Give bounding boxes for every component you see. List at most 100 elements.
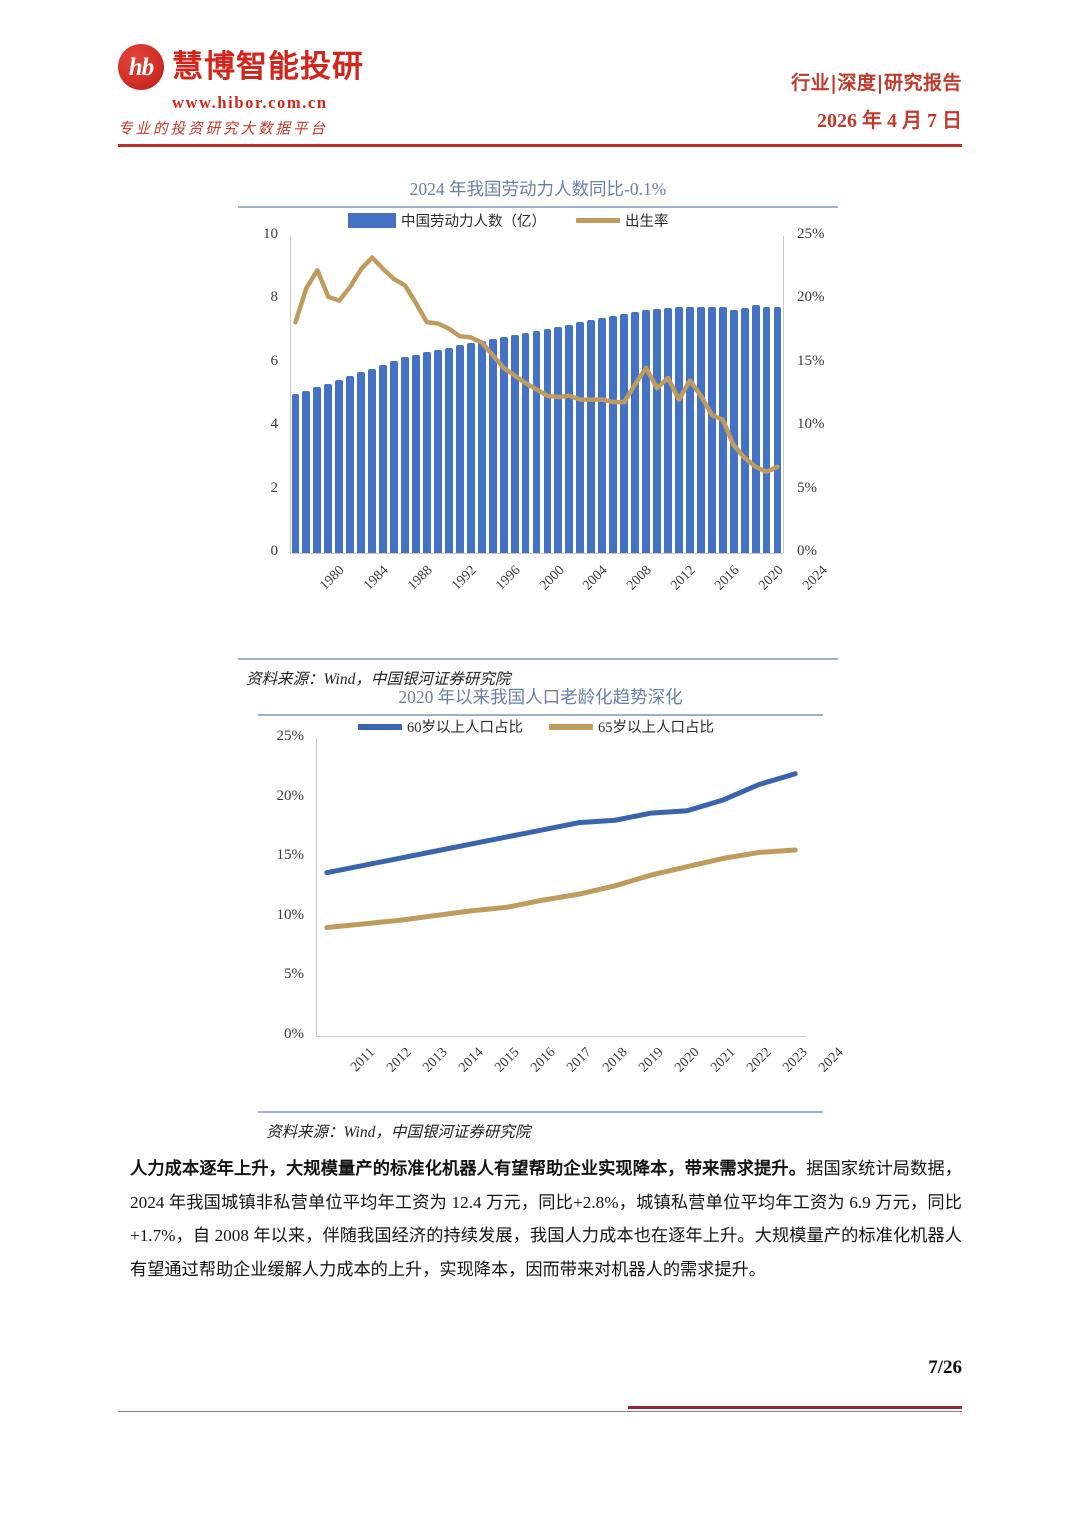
chart2-y-axis-line: [316, 738, 317, 1036]
legend-swatch-bar-icon: [348, 213, 396, 228]
bar-item: [390, 361, 398, 553]
body-paragraph: 人力成本逐年上升，大规模量产的标准化机器人有望帮助企业实现降本，带来需求提升。据…: [130, 1152, 962, 1286]
bar-item: [499, 336, 508, 553]
bar-item: [674, 307, 683, 553]
chart2-x-axis-line: [316, 1036, 806, 1037]
body-rest-sentence: 据国家统计局数据，2024 年我国城镇非私营单位平均年工资为 12.4 万元，同…: [130, 1159, 962, 1279]
chart2-series-60plus: [324, 771, 798, 876]
chart1-x-tick: 2020: [755, 563, 787, 594]
bar-item: [455, 345, 464, 553]
chart1-x-tick: 1984: [361, 563, 392, 594]
figure1-top-rule: [238, 206, 838, 208]
header-meta: 行业|深度|研究报告 2026 年 4 月 7 日: [791, 68, 962, 133]
footer-rule-accent: [628, 1406, 962, 1409]
chart1-x-tick: 2012: [668, 563, 699, 594]
bar-item: [773, 307, 782, 553]
chart1-x-tick: 2000: [536, 563, 568, 594]
bar-item: [696, 307, 705, 553]
chart2-y-tick: 20%: [276, 787, 305, 804]
chart1-plot-area: [290, 236, 783, 553]
bar-item: [412, 354, 420, 553]
legend-item-60plus: 60岁以上人口占比: [358, 716, 523, 737]
chart1-y-left-tick: 2: [270, 479, 279, 496]
bar-item: [740, 307, 749, 553]
chart2-x-tick: 2018: [600, 1045, 631, 1076]
chart1-x-tick: 1980: [317, 563, 349, 594]
chart1-y-left-tick: 8: [270, 289, 279, 306]
legend-swatch-line-icon: [358, 723, 402, 730]
chart2-y-tick: 0%: [284, 1026, 304, 1042]
bar-item: [565, 324, 574, 553]
bar-item: [707, 306, 716, 553]
bar-item: [653, 308, 661, 553]
chart2-series-65plus: [324, 847, 798, 931]
chart2-x-tick: 2023: [780, 1045, 811, 1076]
bar-item: [433, 350, 442, 553]
bar-item: [631, 312, 640, 553]
page-number: 7/26: [928, 1357, 962, 1378]
figure2-source: 资料来源：Wind，中国银河证券研究院: [266, 1124, 531, 1141]
chart1-x-tick: 1992: [449, 563, 480, 594]
figure2-title: 2020 年以来我国人口老龄化趋势深化: [398, 687, 683, 707]
chart1-x-tick: 2024: [799, 563, 831, 594]
figure1-title: 2024 年我国劳动力人数同比-0.1%: [409, 179, 667, 199]
chart1-y-right-tick: 0%: [797, 543, 817, 559]
chart2-x-tick: 2013: [420, 1045, 451, 1076]
chart1-y-right-tick: 10%: [797, 416, 825, 433]
chart-labor-force-birthrate: 中国劳动力人数（亿） 出生率 0 2 4 6 8 10 0% 5% 10% 15% 20% 25% 1980…: [238, 208, 838, 658]
chart2-legend: 60岁以上人口占比 65岁以上人口占比: [358, 716, 714, 737]
chart2-x-tick: 2011: [347, 1045, 378, 1076]
legend-swatch-line-icon: [576, 218, 620, 223]
chart1-x-tick: 1988: [405, 563, 436, 594]
chart2-y-tick: 25%: [276, 728, 305, 744]
figure-labor-force: 2024 年我国劳动力人数同比-0.1% 中国劳动力人数（亿） 出生率 0 2 4 6 8 1…: [238, 176, 838, 689]
bar-item: [346, 376, 355, 553]
chart1-y-left-tick: 6: [270, 352, 279, 369]
chart1-x-axis-line: [290, 553, 783, 554]
bar-item: [729, 309, 738, 553]
chart1-y-right-axis-line: [783, 236, 784, 553]
legend-item-line: 出生率: [576, 210, 669, 231]
bar-item: [598, 317, 607, 553]
legend-label-bars: 中国劳动力人数（亿）: [401, 214, 546, 230]
bar-item: [664, 307, 672, 553]
bar-item: [357, 372, 366, 553]
chart1-y-right-tick: 25%: [797, 226, 825, 242]
chart1-y-left-tick: 4: [270, 416, 279, 433]
bar-item: [685, 307, 694, 553]
bar-item: [477, 340, 486, 553]
chart2-x-tick: 2020: [672, 1045, 703, 1076]
bar-item: [554, 327, 563, 553]
bar-item: [488, 338, 497, 553]
chart1-y-left-tick: 10: [263, 226, 278, 242]
chart2-x-tick: 2022: [744, 1045, 775, 1076]
bar-item: [609, 315, 618, 553]
chart1-y-left-axis-line: [290, 236, 291, 553]
chart1-birthrate-line: [293, 255, 780, 475]
brand-name: 慧博智能投研: [172, 48, 364, 85]
chart1-x-tick: 2004: [580, 563, 612, 594]
page-header: hb 慧博智能投研 www.hibor.com.cn 专业的投资研究大数据平台 …: [118, 44, 962, 144]
chart2-x-tick: 2014: [456, 1045, 487, 1076]
bar-item: [521, 333, 530, 553]
bar-item: [335, 380, 344, 553]
header-divider: [118, 144, 962, 147]
bar-item: [401, 357, 409, 553]
brand-logo: hb 慧博智能投研 www.hibor.com.cn 专业的投资研究大数据平台: [118, 44, 418, 138]
figure1-source: 资料来源：Wind，中国银河证券研究院: [246, 671, 511, 688]
chart2-x-tick: 2024: [816, 1045, 847, 1076]
hibor-badge-icon: hb: [118, 44, 164, 90]
legend-label-60plus: 60岁以上人口占比: [407, 720, 523, 736]
chart2-x-tick: 2012: [384, 1045, 415, 1076]
chart2-x-tick: 2021: [708, 1045, 739, 1076]
body-lead-sentence: 人力成本逐年上升，大规模量产的标准化机器人有望帮助企业实现降本，带来需求提升。: [130, 1159, 807, 1178]
chart1-x-tick: 2016: [712, 563, 743, 594]
chart2-plot-area: [316, 738, 806, 1036]
bar-item: [576, 322, 585, 553]
chart1-x-tick: 1996: [492, 563, 524, 594]
report-date: 2026 年 4 月 7 日: [817, 110, 962, 132]
legend-label-line: 出生率: [625, 214, 669, 230]
bar-item: [718, 307, 727, 553]
chart1-x-tick: 2008: [624, 563, 655, 594]
